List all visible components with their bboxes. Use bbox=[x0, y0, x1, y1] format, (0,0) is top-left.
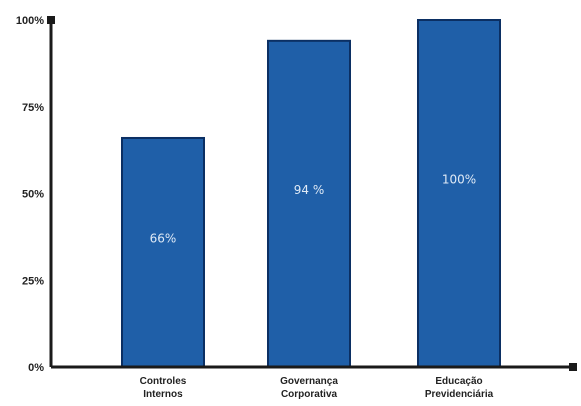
x-category-labels: Controles Internos Governança Corporativa Ed… bbox=[140, 376, 494, 400]
x-axis-end-cap bbox=[569, 363, 577, 371]
data-label-2: 100% bbox=[442, 173, 476, 187]
y-tick-label-3: 75% bbox=[22, 102, 44, 114]
data-label-1: 94 % bbox=[294, 183, 325, 197]
y-tick-label-2: 50% bbox=[22, 189, 44, 201]
y-axis-end-cap bbox=[47, 16, 55, 24]
data-label-0: 66% bbox=[150, 231, 177, 245]
bars-group: 66% 94 % 100% bbox=[121, 19, 501, 368]
axes-group bbox=[47, 16, 577, 371]
x-category-label-0-line-0: Controles bbox=[140, 376, 187, 387]
bar-2 bbox=[417, 19, 501, 368]
y-tick-label-1: 25% bbox=[22, 275, 44, 287]
bar-0 bbox=[121, 136, 205, 368]
x-category-label-2-line-1: Previdenciária bbox=[425, 389, 494, 400]
bar-1 bbox=[267, 39, 351, 368]
y-tick-labels: 0% 25% 50% 75% 100% bbox=[16, 15, 44, 374]
x-category-label-2-line-0: Educação bbox=[435, 376, 482, 387]
y-tick-label-4: 100% bbox=[16, 15, 44, 27]
y-tick-label-0: 0% bbox=[28, 362, 44, 374]
x-category-label-1-line-0: Governança bbox=[280, 376, 338, 387]
x-category-label-1-line-1: Corporativa bbox=[281, 389, 338, 400]
x-category-label-0-line-1: Internos bbox=[143, 389, 183, 400]
